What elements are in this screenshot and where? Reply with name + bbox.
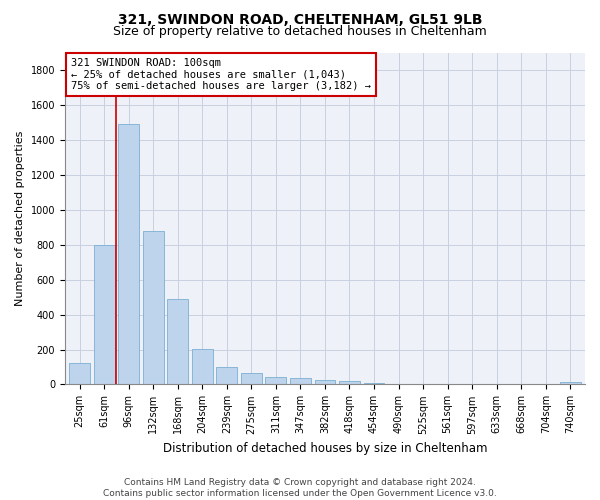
Text: 321, SWINDON ROAD, CHELTENHAM, GL51 9LB: 321, SWINDON ROAD, CHELTENHAM, GL51 9LB [118,12,482,26]
Bar [339,381,360,384]
Bar [314,380,335,384]
Text: 321 SWINDON ROAD: 100sqm
← 25% of detached houses are smaller (1,043)
75% of sem: 321 SWINDON ROAD: 100sqm ← 25% of detach… [71,58,371,91]
Bar [167,299,188,384]
Bar [265,377,286,384]
Bar [560,382,581,384]
Y-axis label: Number of detached properties: Number of detached properties [15,131,25,306]
Text: Size of property relative to detached houses in Cheltenham: Size of property relative to detached ho… [113,25,487,38]
X-axis label: Distribution of detached houses by size in Cheltenham: Distribution of detached houses by size … [163,442,487,455]
Bar [364,382,385,384]
Bar [290,378,311,384]
Bar [143,230,164,384]
Bar [192,348,213,384]
Bar [217,367,237,384]
Text: Contains HM Land Registry data © Crown copyright and database right 2024.
Contai: Contains HM Land Registry data © Crown c… [103,478,497,498]
Bar [94,244,115,384]
Bar [241,373,262,384]
Bar [69,364,90,384]
Bar [118,124,139,384]
